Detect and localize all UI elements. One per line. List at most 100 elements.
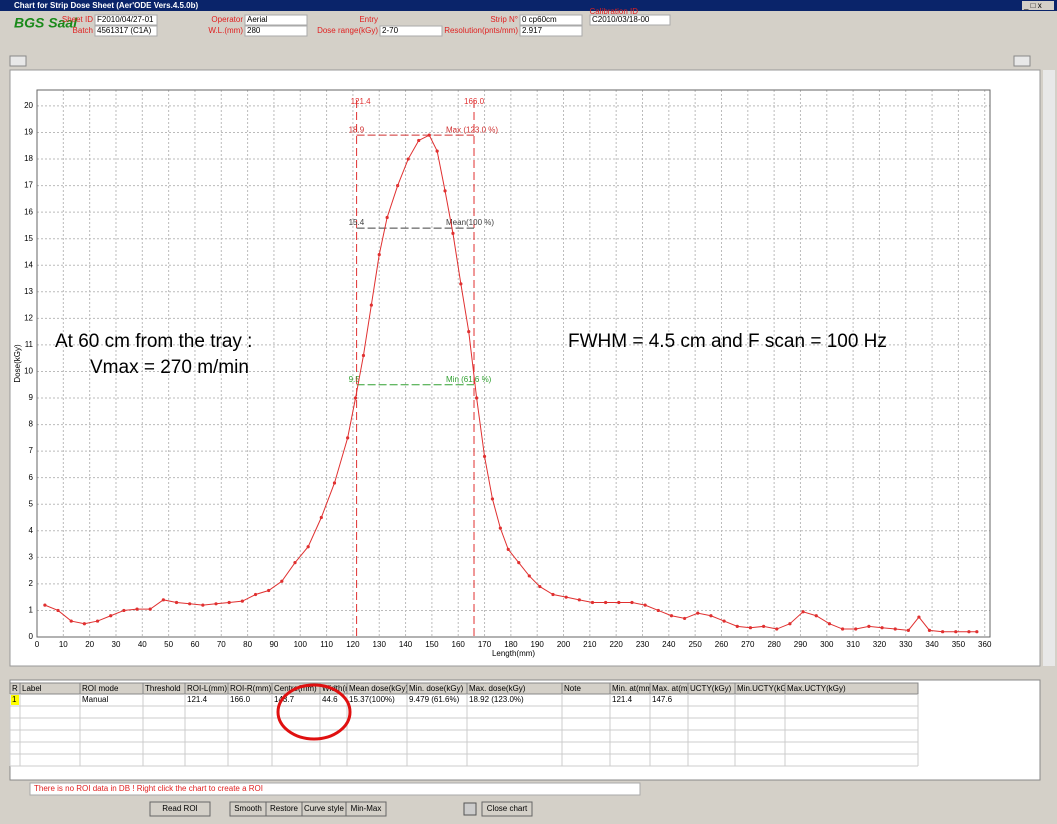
x-tick-label: 0 <box>35 640 40 649</box>
x-tick-label: 280 <box>767 640 781 649</box>
window-title: Chart for Strip Dose Sheet (Aer'ODE Vers… <box>14 1 199 10</box>
data-point <box>361 353 366 358</box>
status-message: There is no ROI data in DB ! Right click… <box>34 784 263 793</box>
data-point <box>975 630 979 634</box>
roi-label: 121.4 <box>351 97 372 106</box>
x-tick-label: 180 <box>504 640 518 649</box>
column-header-text: R <box>12 684 18 693</box>
field-value: C2010/03/18-00 <box>592 15 650 24</box>
data-point <box>564 595 568 599</box>
data-point <box>475 396 479 400</box>
x-tick-label: 40 <box>138 640 147 649</box>
x-tick-label: 220 <box>609 640 623 649</box>
x-tick-label: 140 <box>399 640 413 649</box>
data-point <box>427 133 431 137</box>
field-box <box>379 25 443 37</box>
table-cell: 1 <box>12 695 17 704</box>
x-tick-label: 10 <box>59 640 68 649</box>
data-point <box>201 603 205 607</box>
data-point <box>490 497 495 501</box>
data-point <box>174 600 179 605</box>
data-point <box>775 627 779 631</box>
data-point <box>630 600 634 605</box>
button-bar: Read ROI Smooth Restore Curve style Min-Max C… <box>149 801 533 817</box>
button[interactable] <box>345 801 387 817</box>
data-point <box>267 588 271 593</box>
y-tick-label: 3 <box>29 552 34 561</box>
field-label: Entry <box>359 15 378 24</box>
column-header-text: Note <box>564 684 581 693</box>
data-point <box>906 628 910 632</box>
chart-panel[interactable] <box>9 69 1041 667</box>
table-cell: 15.37(100%) <box>349 695 395 704</box>
column-header-text: Width(mm) <box>322 684 361 693</box>
scroll-right[interactable] <box>1013 55 1031 67</box>
data-point <box>840 627 845 631</box>
data-point <box>69 619 73 623</box>
print-icon[interactable] <box>463 802 477 816</box>
dose-curve <box>44 134 977 633</box>
x-tick-label: 120 <box>346 640 360 649</box>
y-tick-label: 10 <box>24 367 33 376</box>
x-tick-label: 70 <box>217 640 226 649</box>
data-point <box>122 608 126 613</box>
data-point <box>643 603 647 607</box>
x-tick-label: 150 <box>425 640 439 649</box>
status-box <box>29 782 641 796</box>
data-point <box>346 436 350 440</box>
x-tick-label: 130 <box>373 640 387 649</box>
x-tick-label: 110 <box>320 640 333 649</box>
data-point <box>854 627 858 631</box>
table-cell: 121.4 <box>187 695 208 704</box>
field-label: Calibration ID <box>590 7 639 16</box>
column-header-text: UCTY(kGy) <box>690 684 732 693</box>
column-header-text: ROI-L(mm) <box>187 684 227 693</box>
x-tick-label: 80 <box>243 640 252 649</box>
table-cell: 166.0 <box>230 695 251 704</box>
button-label: Smooth <box>234 804 262 813</box>
data-point <box>443 189 447 193</box>
scroll-left[interactable] <box>9 55 27 67</box>
data-point <box>814 614 818 618</box>
button-label: Restore <box>270 804 299 813</box>
data-point <box>377 253 381 257</box>
column-header-text: ROI-R(mm) <box>230 684 272 693</box>
y-tick-label: 14 <box>24 260 33 269</box>
y-tick-label: 8 <box>29 420 34 429</box>
data-point <box>551 592 555 597</box>
column-header <box>784 682 919 695</box>
data-point <box>467 330 471 334</box>
v-scrollbar[interactable] <box>1043 70 1055 666</box>
button[interactable] <box>149 801 211 817</box>
table-cell: 9.479 (61.6%) <box>409 695 460 704</box>
y-tick-label: 13 <box>24 287 33 296</box>
data-point <box>748 626 753 630</box>
y-tick-label: 6 <box>29 473 34 482</box>
field-value: 0 cp60cm <box>522 15 557 24</box>
data-point <box>880 626 884 630</box>
button-label: Close chart <box>487 804 528 813</box>
data-point <box>482 454 487 459</box>
data-point <box>332 481 337 485</box>
data-point <box>827 622 832 626</box>
data-point <box>459 282 463 286</box>
window-buttons[interactable] <box>1022 1 1054 10</box>
data-point <box>577 598 581 602</box>
data-point <box>306 545 310 549</box>
button-label: Read ROI <box>162 804 198 813</box>
button[interactable] <box>481 801 533 817</box>
x-tick-label: 330 <box>899 640 913 649</box>
data-point <box>253 592 258 597</box>
y-tick-label: 5 <box>29 499 34 508</box>
y-tick-label: 11 <box>25 340 34 349</box>
level-name: Mean(100 %) <box>446 218 494 227</box>
data-point <box>435 149 439 153</box>
column-header-text: ROI mode <box>82 684 119 693</box>
data-point <box>417 138 421 143</box>
selected-cell <box>11 695 19 705</box>
roi-label: 166.0 <box>464 97 485 106</box>
data-point <box>214 602 218 606</box>
data-point <box>538 584 542 589</box>
annotation: Vmax = 270 m/min <box>90 357 249 378</box>
